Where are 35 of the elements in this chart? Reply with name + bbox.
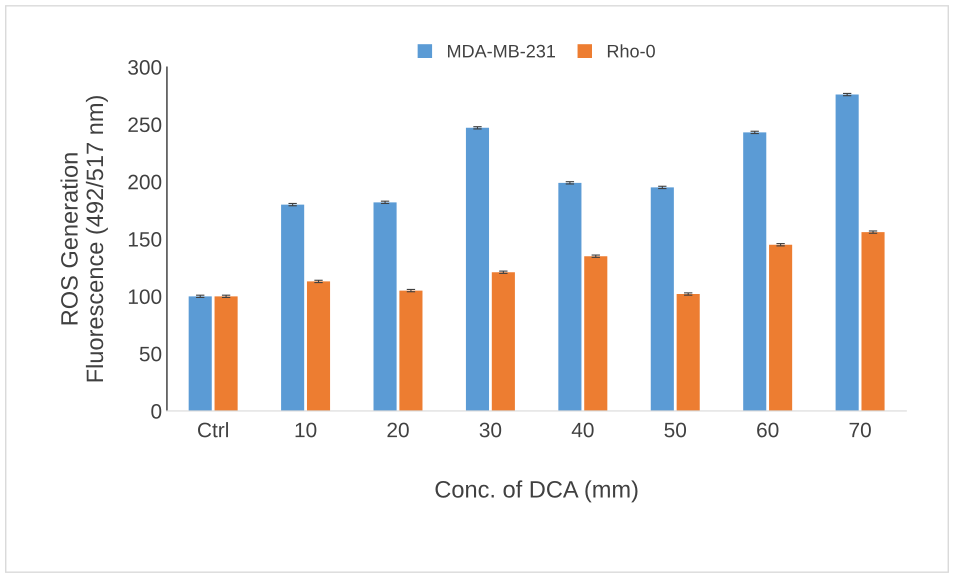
bar <box>188 296 212 411</box>
x-tick-label: 10 <box>296 422 316 438</box>
bar <box>676 294 700 411</box>
legend-label: MDA-MB-231 <box>448 44 556 58</box>
bar <box>374 202 397 411</box>
bar <box>214 296 238 411</box>
x-axis-title: Conc. of DCA (mm) <box>435 480 638 502</box>
bar <box>861 232 885 411</box>
bar <box>466 128 490 411</box>
y-tick-label: 50 <box>140 346 162 362</box>
bar <box>306 281 330 411</box>
bar <box>281 204 304 411</box>
y-tick-label: 300 <box>128 60 162 75</box>
y-tick-label: 100 <box>128 289 162 304</box>
y-tick-label: 0 <box>151 404 162 419</box>
bar <box>558 182 582 411</box>
y-tick-label: 150 <box>128 232 162 247</box>
x-tick-label: 20 <box>387 422 409 438</box>
bar <box>836 94 859 411</box>
bar <box>584 256 608 411</box>
legend-label: Rho-0 <box>608 44 655 58</box>
bar <box>769 244 792 411</box>
x-tick-label: 60 <box>757 422 778 438</box>
x-tick-label: 50 <box>664 422 686 438</box>
x-tick-label: 70 <box>850 422 871 438</box>
x-tick-label: 40 <box>572 422 594 438</box>
y-axis-title: ROS Generation Fluorescence (492/517 nm) <box>60 96 108 382</box>
y-tick-label: 250 <box>128 117 162 132</box>
bar <box>399 290 422 411</box>
bar <box>650 187 674 411</box>
x-tick-label: Ctrl <box>198 422 228 438</box>
bar <box>492 272 515 411</box>
y-tick-label: 200 <box>128 174 162 190</box>
x-tick-label: 30 <box>480 422 502 438</box>
bar <box>743 132 766 411</box>
